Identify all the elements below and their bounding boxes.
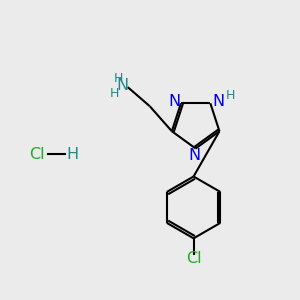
Text: Cl: Cl (29, 147, 44, 162)
Text: N: N (188, 148, 200, 163)
Text: Cl: Cl (186, 251, 201, 266)
Text: H: H (225, 89, 235, 102)
Text: H: H (114, 72, 124, 85)
Text: N: N (168, 94, 181, 109)
Text: N: N (116, 78, 128, 93)
Text: N: N (212, 94, 225, 109)
Text: H: H (66, 147, 78, 162)
Text: H: H (110, 87, 119, 100)
